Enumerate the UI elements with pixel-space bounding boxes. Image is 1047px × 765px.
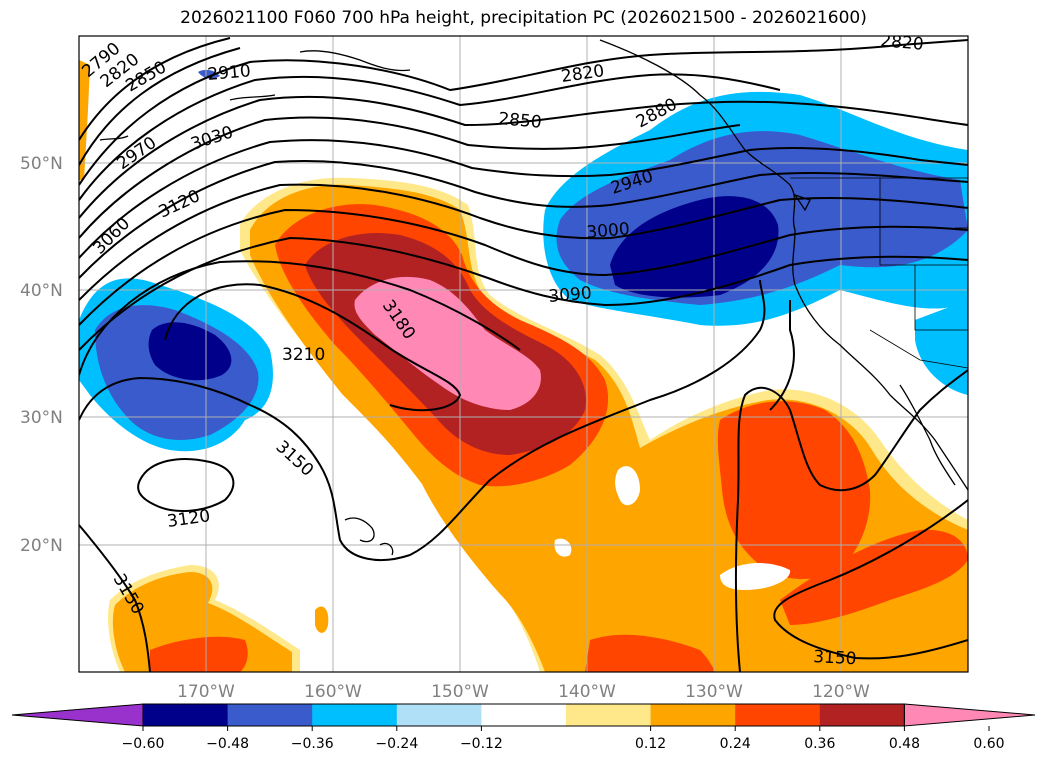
colorbar-segment bbox=[735, 704, 821, 726]
lat-label: 50°N bbox=[20, 154, 63, 174]
colorbar-tick-label: 0.12 bbox=[635, 736, 666, 752]
colorbar-tick-label: 0.48 bbox=[889, 736, 920, 752]
contour-label: 2910 bbox=[207, 61, 252, 85]
colorbar-segment bbox=[396, 704, 482, 726]
contour-label: 2850 bbox=[498, 109, 543, 133]
colorbar-segment bbox=[566, 704, 652, 726]
latitude-labels: 50°N 40°N 30°N 20°N bbox=[20, 154, 63, 556]
colorbar-tick-label: −0.12 bbox=[460, 736, 503, 752]
contour-label: 3090 bbox=[548, 283, 593, 307]
colorbar-tick-label: 0.36 bbox=[804, 736, 835, 752]
borders bbox=[790, 177, 968, 369]
lat-label: 30°N bbox=[20, 408, 63, 428]
colorbar-tick-label: −0.48 bbox=[206, 736, 249, 752]
colorbar-extend-low bbox=[11, 703, 144, 727]
colorbar-segment bbox=[312, 704, 398, 726]
colorbar-segment bbox=[819, 704, 905, 726]
contour-label: 3210 bbox=[282, 345, 325, 365]
lon-label: 120°W bbox=[812, 682, 870, 702]
negative-anomaly-northeast bbox=[198, 69, 968, 395]
colorbar-tick-label: 0.60 bbox=[973, 736, 1004, 752]
map-area: 2790 2820 2850 2910 3030 2970 3120 3060 … bbox=[79, 31, 968, 672]
colorbar-tick-label: −0.36 bbox=[291, 736, 334, 752]
lat-label: 20°N bbox=[20, 536, 63, 556]
lat-label: 40°N bbox=[20, 281, 63, 301]
colorbar-segment bbox=[143, 704, 229, 726]
colorbar-tick-label: 0.24 bbox=[720, 736, 751, 752]
colorbar-frame bbox=[142, 703, 905, 727]
map-title: 2026021100 F060 700 hPa height, precipit… bbox=[180, 8, 867, 28]
colorbar-extend-high bbox=[903, 703, 1036, 727]
lon-label: 160°W bbox=[304, 682, 362, 702]
lon-label: 140°W bbox=[558, 682, 616, 702]
colorbar: −0.60 −0.48 −0.36 −0.24 −0.12 0.12 0.24 0.36 0.4… bbox=[11, 703, 1036, 752]
colorbar-tick-label: −0.24 bbox=[375, 736, 418, 752]
lon-label: 170°W bbox=[177, 682, 235, 702]
contour-label: 3000 bbox=[586, 219, 631, 243]
colorbar-segment bbox=[227, 704, 313, 726]
colorbar-segment bbox=[481, 704, 567, 726]
height-contours bbox=[79, 37, 968, 672]
lon-label: 150°W bbox=[431, 682, 489, 702]
contour-label: 2820 bbox=[880, 31, 925, 55]
map-frame bbox=[78, 35, 969, 673]
longitude-labels: 170°W 160°W 150°W 140°W 130°W 120°W bbox=[177, 682, 870, 702]
negative-anomaly-west bbox=[79, 278, 273, 452]
contour-label: 3150 bbox=[813, 647, 857, 669]
colorbar-segment bbox=[650, 704, 736, 726]
colorbar-tick-label: −0.60 bbox=[122, 736, 165, 752]
lon-label: 130°W bbox=[685, 682, 743, 702]
coastlines bbox=[99, 39, 968, 556]
